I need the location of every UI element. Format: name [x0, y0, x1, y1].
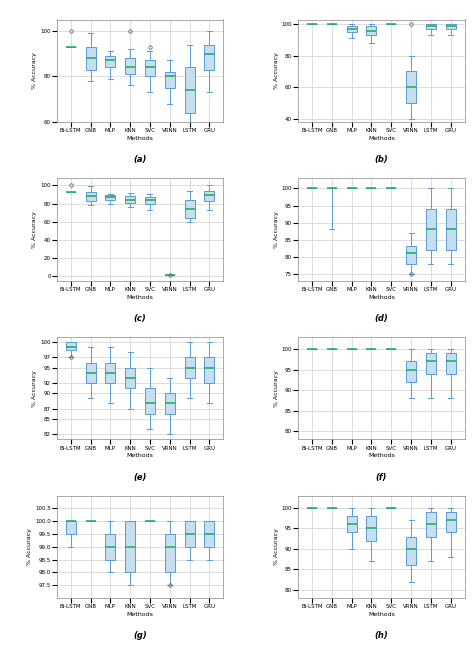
PathPatch shape	[145, 60, 155, 77]
PathPatch shape	[426, 209, 436, 250]
PathPatch shape	[446, 512, 456, 532]
Y-axis label: % Accuracy: % Accuracy	[273, 211, 279, 248]
PathPatch shape	[105, 534, 115, 560]
PathPatch shape	[165, 72, 175, 88]
X-axis label: Methods: Methods	[127, 453, 154, 458]
PathPatch shape	[105, 363, 115, 383]
PathPatch shape	[366, 26, 376, 35]
X-axis label: Methods: Methods	[368, 453, 395, 458]
X-axis label: Methods: Methods	[127, 612, 154, 617]
PathPatch shape	[165, 393, 175, 413]
Y-axis label: % Accuracy: % Accuracy	[32, 370, 37, 406]
Title: (e): (e)	[133, 473, 147, 482]
PathPatch shape	[406, 361, 416, 382]
X-axis label: Methods: Methods	[127, 294, 154, 300]
PathPatch shape	[86, 363, 95, 383]
PathPatch shape	[105, 196, 115, 200]
Y-axis label: % Accuracy: % Accuracy	[273, 528, 279, 566]
Title: (a): (a)	[133, 155, 147, 164]
Y-axis label: % Accuracy: % Accuracy	[27, 528, 32, 566]
Title: (b): (b)	[374, 155, 388, 164]
PathPatch shape	[86, 47, 95, 70]
PathPatch shape	[145, 388, 155, 413]
X-axis label: Methods: Methods	[368, 136, 395, 141]
PathPatch shape	[446, 24, 456, 29]
PathPatch shape	[426, 24, 436, 29]
Title: (f): (f)	[375, 473, 387, 482]
Title: (d): (d)	[374, 314, 388, 323]
PathPatch shape	[105, 56, 115, 68]
PathPatch shape	[185, 68, 194, 113]
PathPatch shape	[346, 26, 356, 32]
PathPatch shape	[145, 197, 155, 203]
Title: (c): (c)	[134, 314, 146, 323]
PathPatch shape	[426, 354, 436, 374]
PathPatch shape	[204, 358, 214, 383]
PathPatch shape	[125, 58, 135, 74]
PathPatch shape	[66, 342, 76, 350]
PathPatch shape	[406, 536, 416, 566]
X-axis label: Methods: Methods	[127, 136, 154, 141]
X-axis label: Methods: Methods	[368, 612, 395, 617]
PathPatch shape	[446, 209, 456, 250]
PathPatch shape	[406, 72, 416, 103]
PathPatch shape	[204, 45, 214, 70]
PathPatch shape	[446, 354, 456, 374]
Title: (h): (h)	[374, 631, 388, 640]
Y-axis label: % Accuracy: % Accuracy	[32, 52, 37, 89]
Y-axis label: % Accuracy: % Accuracy	[32, 211, 37, 248]
PathPatch shape	[346, 516, 356, 532]
PathPatch shape	[125, 521, 135, 573]
PathPatch shape	[366, 516, 376, 541]
PathPatch shape	[125, 368, 135, 388]
Title: (g): (g)	[133, 631, 147, 640]
PathPatch shape	[204, 521, 214, 547]
PathPatch shape	[66, 521, 76, 534]
PathPatch shape	[185, 358, 194, 378]
PathPatch shape	[204, 191, 214, 201]
X-axis label: Methods: Methods	[368, 294, 395, 300]
PathPatch shape	[165, 534, 175, 573]
PathPatch shape	[86, 192, 95, 201]
PathPatch shape	[125, 196, 135, 203]
PathPatch shape	[185, 200, 194, 218]
PathPatch shape	[185, 521, 194, 547]
Y-axis label: % Accuracy: % Accuracy	[273, 370, 279, 406]
PathPatch shape	[426, 512, 436, 536]
PathPatch shape	[406, 246, 416, 263]
Y-axis label: % Accuracy: % Accuracy	[273, 52, 279, 89]
